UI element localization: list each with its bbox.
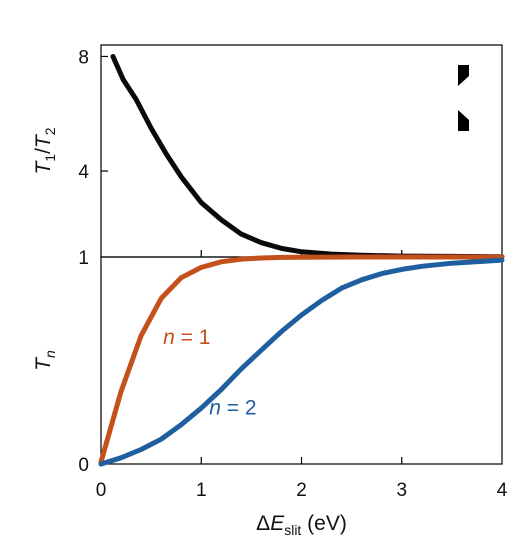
top-panel-frame xyxy=(100,44,503,258)
flag-upper-icon xyxy=(458,65,469,86)
bottom-xtick-label-4: 4 xyxy=(497,480,508,501)
series-label-var-0: n xyxy=(163,326,175,349)
top-ylabel-sub2: 2 xyxy=(42,127,58,135)
bottom-xlabel: ΔEslit (eV) xyxy=(256,512,347,538)
bottom-xtick-label-1: 1 xyxy=(196,480,207,501)
bottom-ylabel-sub: n xyxy=(42,350,58,358)
top-ytick-label-0: 8 xyxy=(78,47,89,68)
bottom-series-line-0 xyxy=(98,254,505,465)
top-series-line-0 xyxy=(110,54,505,260)
top-ytick-label-2: 1 xyxy=(78,248,89,269)
series-label-var-1: n xyxy=(209,396,221,419)
xlabel-var: E xyxy=(270,512,285,535)
flag-lower-icon xyxy=(458,110,469,131)
top-ytick-label-1: 4 xyxy=(78,162,89,183)
bottom-panel-frame xyxy=(100,256,503,465)
bottom-series-line-1 xyxy=(98,257,505,467)
xlabel-delta: Δ xyxy=(256,512,270,535)
bottom-ylabel: Tn xyxy=(32,350,58,371)
bottom-xtick-label-3: 3 xyxy=(396,480,407,501)
bottom-xtick-label-0: 0 xyxy=(96,480,107,501)
top-ylabel: T1/T2 xyxy=(32,127,58,174)
top-ylabel-slash: / xyxy=(32,148,55,154)
icon-group xyxy=(458,65,469,131)
series-label-1: n = 2 xyxy=(209,396,256,419)
bottom-xtick-label-2: 2 xyxy=(296,480,307,501)
series-label-0: n = 1 xyxy=(163,326,210,349)
xlabel-unit: (eV) xyxy=(301,512,347,535)
top-ylabel-sub1: 1 xyxy=(42,154,58,162)
bottom-ytick-label-0: 0 xyxy=(78,455,89,476)
xlabel-sub: slit xyxy=(284,522,301,538)
top-ylabel-t1: T xyxy=(32,160,55,175)
top-ylabel-t2: T xyxy=(32,133,55,148)
series-label-rest-1: = 2 xyxy=(221,396,257,419)
bottom-ylabel-t: T xyxy=(32,356,55,371)
series-label-rest-0: = 1 xyxy=(175,326,211,349)
